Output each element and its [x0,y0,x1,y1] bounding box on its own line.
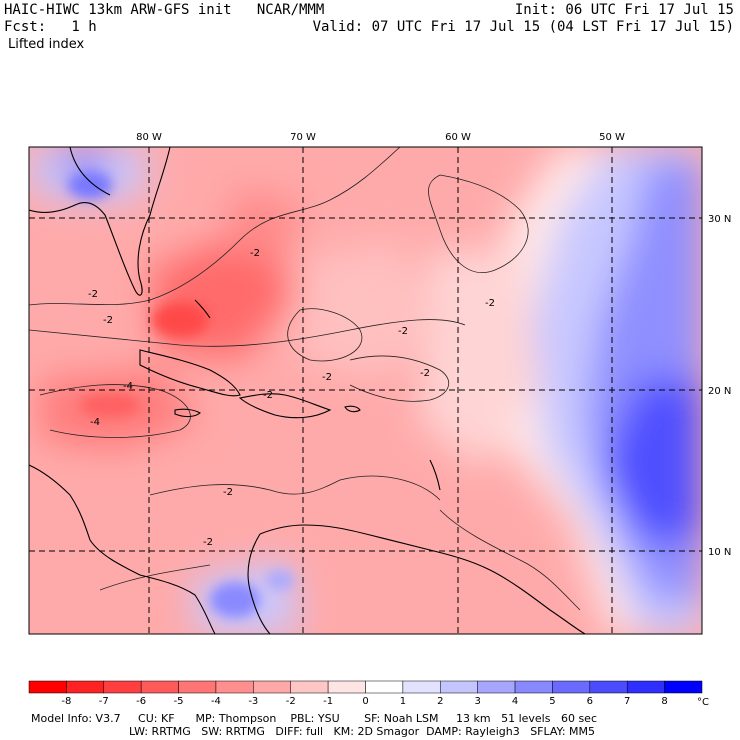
model-info-line1: Model Info: V3.7 CU: KF MP: Thompson PBL… [31,712,597,725]
legend-swatch [253,680,291,694]
legend-swatch [477,680,516,694]
graticule [29,147,702,634]
legend-swatch [215,680,254,694]
legend-swatch [402,680,441,694]
legend-tick-label: -6 [136,696,146,707]
legend-swatch [290,680,329,694]
legend-tick-label: 0 [362,696,368,707]
forecast-hour: Fcst: 1 h [4,19,97,35]
contour-label: -2 [322,372,332,383]
model-info-line2: LW: RRTMG SW: RRTMG DIFF: full KM: 2D Sm… [129,725,595,738]
legend-tick-label: -7 [99,696,109,707]
init-time: Init: 06 UTC Fri 17 Jul 15 [514,2,734,18]
lon-label: 60 W [445,132,471,143]
legend-swatch [140,680,179,694]
legend-tick-label: 8 [661,696,667,707]
contour-label: -2 [103,315,113,326]
legend-swatch [365,680,404,694]
run-title: HAIC-HIWC 13km ARW-GFS init NCAR/MMM [4,2,325,18]
legend-tick-label: 3 [474,696,480,707]
legend-tick-label: 7 [624,696,630,707]
map-frame [28,146,703,635]
color-legend: -8 -7 -6 -5 -4 -3 -2 -1 0 1 2 3 4 5 6 7 8 [28,680,703,707]
legend-swatch [66,680,105,694]
legend-tick-label: -5 [174,696,184,707]
lon-label: 50 W [599,132,625,143]
contour-label: -2 [250,248,260,259]
legend-unit: °C [697,697,709,708]
legend-tick-label: 4 [512,696,518,707]
legend-tick-label: -2 [286,696,296,707]
contour-label: -4 [90,417,100,428]
contour-label: -2 [485,298,495,309]
lat-label: 10 N [708,547,731,558]
legend-tick-label: 5 [549,696,555,707]
legend-tick-label: -1 [323,696,333,707]
contour-lines [29,147,581,611]
lon-label: 80 W [136,132,162,143]
legend-tick-label: -8 [61,696,71,707]
legend-tick-label: 2 [437,696,443,707]
legend-swatch [103,680,142,694]
contour-label: -2 [263,390,273,401]
legend-swatch [28,680,67,694]
legend-tick-label: -4 [211,696,221,707]
contour-label: -2 [203,537,213,548]
lat-label: 20 N [708,386,731,397]
contour-value-labels: -2 -2 -2 -2 -2 -2 -2 -2 -4 -4 -2 -2 [88,248,495,548]
legend-tick-label: 1 [400,696,406,707]
lat-label: 30 N [708,214,731,225]
legend-swatch [178,680,217,694]
legend-swatch [664,680,703,694]
legend-swatch [327,680,366,694]
contour-label: -4 [123,381,133,392]
lon-label: 70 W [290,132,316,143]
lifted-index-field [29,147,702,634]
legend-swatch [440,680,478,694]
legend-tick-label: 6 [587,696,593,707]
valid-time: Valid: 07 UTC Fri 17 Jul 15 (04 LST Fri … [312,19,734,35]
contour-label: -2 [398,326,408,337]
legend-tick-label: -3 [248,696,258,707]
legend-swatch [514,680,553,694]
contour-label: -2 [88,289,98,300]
legend-swatch [589,680,628,694]
legend-swatch [626,680,665,694]
contour-label: -2 [420,368,430,379]
field-name: Lifted index [8,37,85,52]
contour-label: -2 [223,487,233,498]
legend-swatch [552,680,591,694]
axis-labels: 80 W 70 W 60 W 50 W 30 N 20 N 10 N [136,132,731,558]
coastlines [29,147,586,634]
